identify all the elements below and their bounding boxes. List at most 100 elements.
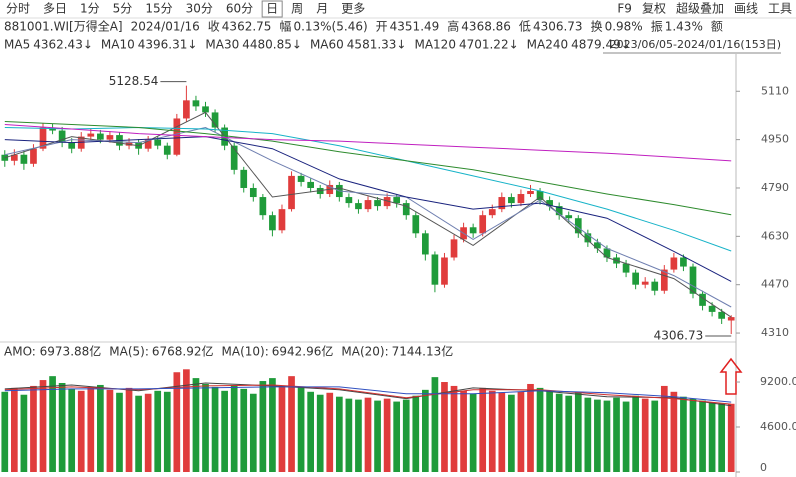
volume-bar: [20, 394, 28, 472]
candle-body: [364, 200, 372, 210]
y-tick-label: 4630: [761, 229, 789, 242]
candle-body: [259, 197, 267, 216]
candle-body: [508, 197, 515, 204]
volume-bar: [1, 391, 9, 472]
volume-bar: [632, 395, 639, 472]
y-tick-label: 9200.0: [760, 375, 796, 388]
candle-body: [660, 269, 668, 291]
candle-body: [393, 197, 401, 204]
volume-bar: [374, 400, 381, 472]
candle-body: [154, 139, 162, 146]
info-item: 高: [447, 19, 459, 34]
toolbar-item[interactable]: 日: [266, 2, 278, 16]
volume-bar: [603, 400, 611, 472]
legend-value: 4879.49↓: [571, 38, 631, 52]
ma-line: [4, 126, 732, 308]
candle-body: [192, 100, 200, 107]
volume-bar: [441, 382, 448, 472]
toolbar-item[interactable]: 周: [291, 2, 303, 16]
info-item: 4351.49: [390, 20, 440, 34]
volume-bar: [240, 388, 248, 472]
toolbar-item[interactable]: 5分: [113, 2, 133, 16]
y-tick-label: 0: [760, 461, 767, 474]
legend-value: 6942.96亿: [272, 344, 334, 359]
volume-bar: [230, 384, 238, 472]
volume-bar: [345, 398, 353, 472]
toolbar-item[interactable]: 工具: [768, 2, 792, 16]
volume-bar: [422, 389, 429, 472]
volume-bar: [135, 395, 142, 472]
info-item: 881001.WI[万得全A]: [4, 19, 123, 34]
candle-body: [87, 133, 95, 137]
toolbar-item[interactable]: 复权: [642, 2, 666, 16]
candle-body: [584, 233, 592, 243]
legend-value: 4362.43↓: [33, 38, 93, 52]
toolbar-item[interactable]: F9: [617, 2, 632, 16]
volume-bar: [68, 388, 76, 472]
volume-bar: [527, 383, 534, 472]
candle-body: [10, 154, 18, 161]
volume-bar: [536, 387, 544, 472]
volume-bar: [431, 377, 439, 472]
volume-bar: [221, 390, 228, 472]
candle-body: [689, 266, 697, 294]
candle-body: [670, 257, 678, 270]
toolbar-item[interactable]: 月: [316, 2, 328, 16]
candle-body: [230, 145, 238, 170]
candle-body: [488, 209, 496, 216]
toolbar-item[interactable]: 30分: [186, 2, 213, 16]
legend-value: 7144.13亿: [392, 344, 454, 359]
volume-bar: [173, 372, 181, 472]
toolbar-item[interactable]: 15分: [145, 2, 172, 16]
volume-bar: [77, 390, 85, 472]
toolbar-item[interactable]: 更多: [341, 2, 365, 16]
volume-bar: [670, 391, 678, 472]
legend-value: 6768.92亿: [152, 344, 214, 359]
toolbar-item[interactable]: 1分: [80, 2, 100, 16]
candle-body: [565, 215, 573, 219]
candle-body: [727, 317, 735, 321]
candle-body: [402, 203, 410, 216]
info-item: 1.43%: [665, 20, 703, 34]
volume-bar: [125, 387, 133, 472]
volume-bar: [307, 391, 314, 472]
candle-body: [240, 169, 248, 188]
volume-bar: [364, 397, 372, 472]
candle-body: [632, 272, 639, 285]
toolbar-item[interactable]: 分时: [6, 2, 30, 16]
selected-box: [261, 0, 283, 18]
candle-body: [603, 248, 611, 258]
y-tick-label: 4470: [761, 278, 789, 291]
candle-body: [173, 118, 181, 155]
date-range: 2023/06/05-2024/01/16(153日): [610, 38, 781, 51]
legend-value: 4701.22↓: [459, 38, 519, 52]
info-item: 低: [519, 20, 531, 34]
volume-title: AMO: 6973.88亿: [4, 344, 101, 359]
volume-bar: [412, 395, 420, 472]
legend-name: MA10: [101, 38, 135, 52]
toolbar-item[interactable]: 画线: [734, 2, 758, 16]
toolbar-item[interactable]: 多日: [43, 2, 67, 16]
candle-body: [30, 148, 37, 164]
toolbar-item[interactable]: 60分: [226, 2, 253, 16]
candle-body: [412, 215, 420, 234]
candle-body: [39, 127, 47, 149]
volume-bar: [651, 400, 659, 472]
volume-bar: [565, 395, 573, 472]
y-tick-label: 5110: [761, 84, 789, 97]
volume-bar: [211, 386, 219, 472]
volume-bar: [641, 398, 649, 472]
candle-body: [249, 187, 257, 198]
annotation: 4306.73: [654, 329, 704, 343]
info-item: 振: [651, 20, 663, 34]
toolbar-item[interactable]: 超级叠加: [676, 1, 724, 16]
y-tick-label: 4790: [761, 181, 789, 194]
candle-body: [202, 106, 209, 113]
volume-bar: [689, 398, 697, 472]
info-item: 换: [591, 20, 603, 34]
info-item: 0.13%(5.46): [293, 20, 367, 34]
legend-name: MA(20):: [341, 345, 388, 359]
y-tick-label: 4600.0: [760, 420, 796, 433]
candle-body: [450, 239, 458, 258]
legend-value: 4581.33↓: [347, 38, 407, 52]
